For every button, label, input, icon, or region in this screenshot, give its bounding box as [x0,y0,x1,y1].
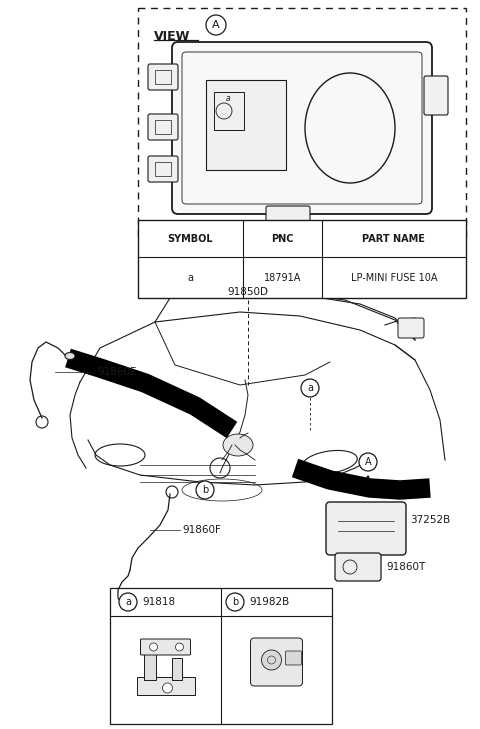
FancyBboxPatch shape [424,76,448,115]
Circle shape [359,453,377,471]
Text: a: a [226,94,230,103]
Text: 37252B: 37252B [410,515,450,525]
Bar [214,92,244,130]
FancyBboxPatch shape [326,502,406,555]
Bar [206,80,286,170]
Text: b: b [202,485,208,495]
Text: A: A [212,20,220,30]
Text: 91860F: 91860F [182,525,221,535]
Text: 91850D: 91850D [228,287,268,297]
Text: 91982B: 91982B [249,597,289,607]
FancyBboxPatch shape [141,639,191,655]
Circle shape [163,683,172,693]
Text: PART NAME: PART NAME [362,234,425,243]
Bar [155,162,171,176]
Text: a: a [188,273,193,283]
Text: SYMBOL: SYMBOL [168,234,213,243]
FancyBboxPatch shape [148,64,178,90]
Text: 91860E: 91860E [97,367,136,377]
Text: 91860T: 91860T [386,562,425,572]
Circle shape [149,643,157,651]
Circle shape [196,481,214,499]
Circle shape [301,379,319,397]
Circle shape [262,650,281,670]
Circle shape [206,15,226,35]
Text: LP-MINI FUSE 10A: LP-MINI FUSE 10A [350,273,437,283]
FancyBboxPatch shape [251,638,302,686]
Bar [138,220,466,298]
Bar [138,8,466,238]
Text: a: a [125,597,131,607]
Bar [171,658,181,680]
Bar [155,70,171,84]
Text: A: A [365,457,372,467]
FancyBboxPatch shape [266,206,310,228]
Text: 91818: 91818 [142,597,175,607]
FancyBboxPatch shape [148,156,178,182]
Circle shape [176,643,183,651]
Bar [144,650,156,680]
FancyBboxPatch shape [172,42,432,214]
FancyBboxPatch shape [286,651,301,665]
Ellipse shape [223,434,253,456]
FancyBboxPatch shape [136,677,194,695]
Bar [110,588,332,724]
Ellipse shape [65,353,75,359]
Circle shape [226,593,244,611]
Text: a: a [307,383,313,393]
Circle shape [119,593,137,611]
Text: b: b [232,597,238,607]
Text: VIEW: VIEW [154,30,191,43]
Text: 18791A: 18791A [264,273,301,283]
Text: PNC: PNC [271,234,294,243]
FancyBboxPatch shape [148,114,178,140]
FancyBboxPatch shape [398,318,424,338]
FancyBboxPatch shape [335,553,381,581]
Bar [155,120,171,134]
